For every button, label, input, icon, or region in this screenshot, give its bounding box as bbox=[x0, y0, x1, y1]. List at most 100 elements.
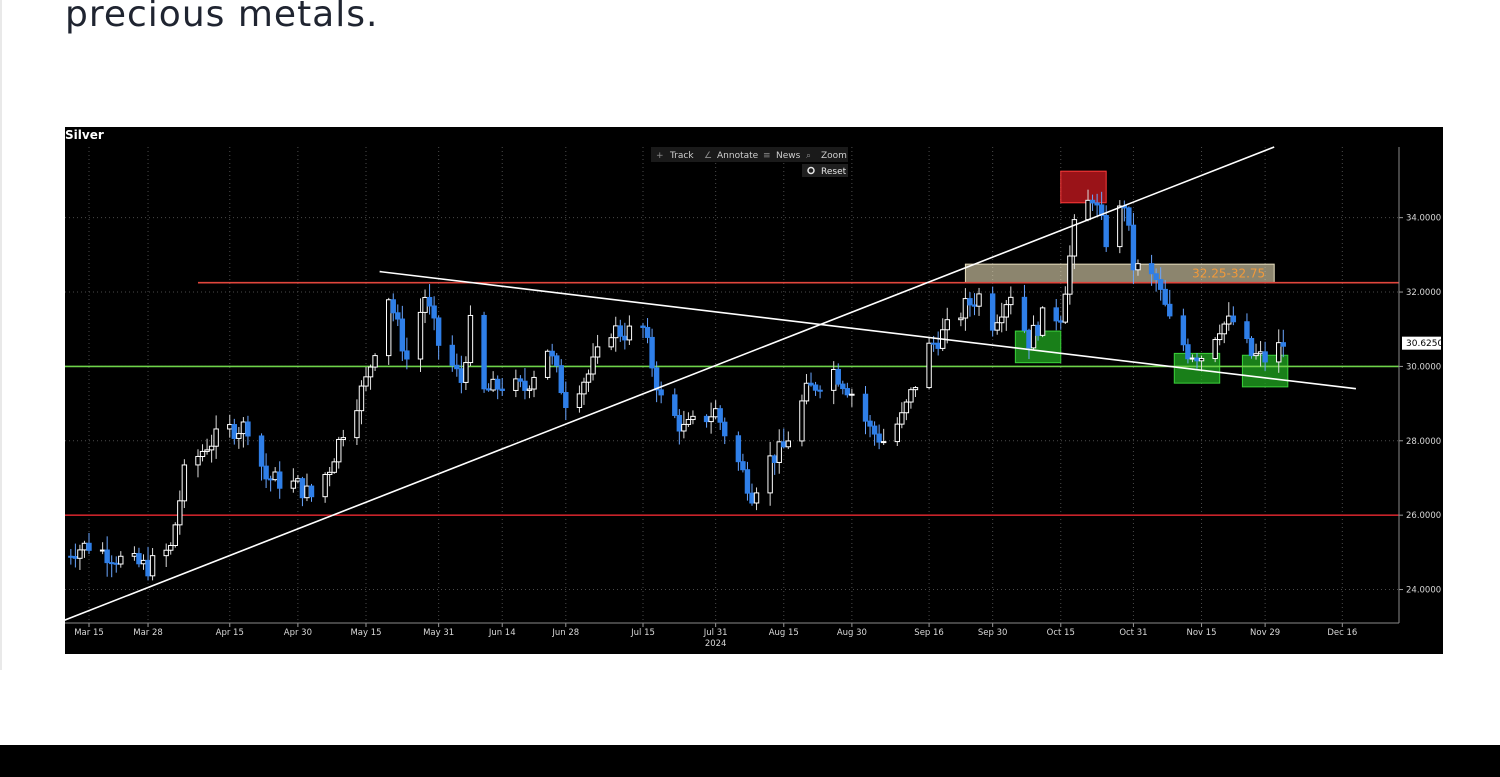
bull-candle bbox=[1117, 205, 1123, 248]
chart-title: Silver bbox=[65, 128, 104, 142]
x-axis-tick-label: Aug 30 bbox=[837, 628, 867, 638]
bull-candle bbox=[1253, 353, 1259, 357]
bear-candle bbox=[104, 549, 110, 564]
track-button[interactable]: + Track bbox=[656, 151, 694, 161]
x-axis-tick-label: Aug 15 bbox=[769, 628, 799, 638]
bear-candle bbox=[835, 368, 841, 385]
annotate-button[interactable]: ∠ Annotate bbox=[704, 151, 759, 161]
bull-candle bbox=[208, 445, 215, 451]
bull-candle bbox=[912, 387, 919, 391]
news-button[interactable]: ≡ News bbox=[763, 151, 801, 161]
y-axis-tick-label: 30.0000 bbox=[1406, 362, 1441, 372]
bull-candle bbox=[181, 464, 188, 502]
bear-candle bbox=[735, 435, 742, 463]
bear-candle bbox=[145, 559, 151, 577]
x-axis-tick-label: Nov 29 bbox=[1250, 628, 1280, 638]
x-axis-tick-label: Dec 16 bbox=[1327, 628, 1357, 638]
bear-candle bbox=[263, 465, 269, 480]
bear-candle bbox=[449, 344, 455, 366]
bear-candle bbox=[812, 384, 819, 391]
bull-candle bbox=[685, 419, 692, 425]
bull-candle bbox=[513, 378, 519, 391]
bull-candle bbox=[386, 299, 392, 357]
page-heading-text: precious metals. bbox=[65, 0, 379, 35]
bear-candle bbox=[1153, 273, 1159, 281]
reset-button-label: Reset bbox=[821, 167, 847, 177]
bull-candle bbox=[908, 389, 914, 403]
y-axis-tick-label: 26.0000 bbox=[1406, 511, 1441, 521]
zone-layer: 32.25-32.75 bbox=[964, 170, 1289, 388]
bear-candle bbox=[740, 461, 746, 471]
bear-candle bbox=[404, 350, 410, 360]
bull-candle bbox=[1085, 199, 1091, 221]
bear-candle bbox=[867, 420, 873, 427]
bull-candle bbox=[608, 337, 614, 348]
bear-candle bbox=[481, 314, 487, 390]
bull-candle bbox=[994, 322, 1000, 331]
bear-candle bbox=[1148, 263, 1155, 275]
x-axis-tick-label: Apr 15 bbox=[216, 628, 244, 638]
bull-candle bbox=[326, 471, 333, 475]
bull-candle bbox=[803, 382, 810, 402]
bull-candle bbox=[358, 385, 365, 412]
bear-candle bbox=[1280, 342, 1286, 347]
bull-candle bbox=[1257, 351, 1264, 355]
news-icon: ≡ bbox=[763, 151, 771, 161]
bear-candle bbox=[86, 542, 92, 551]
zoom-button[interactable]: ⌕ Zoom bbox=[806, 151, 847, 161]
bear-candle bbox=[549, 350, 555, 357]
bull-candle bbox=[1198, 358, 1205, 362]
bear-candle bbox=[563, 392, 569, 408]
bear-candle bbox=[485, 388, 492, 391]
bull-candle bbox=[585, 373, 592, 383]
bull-candle bbox=[526, 388, 533, 391]
bear-candle bbox=[299, 478, 306, 499]
annotate-icon: ∠ bbox=[704, 151, 712, 161]
y-axis-tick-label: 28.0000 bbox=[1406, 437, 1441, 447]
x-axis-tick-label: Mar 15 bbox=[74, 628, 104, 638]
bull-candle bbox=[894, 423, 900, 443]
bear-candle bbox=[277, 471, 283, 489]
bull-candle bbox=[199, 450, 206, 457]
bear-candle bbox=[1035, 324, 1041, 336]
bull-candle bbox=[776, 441, 782, 463]
bull-candle bbox=[690, 415, 696, 421]
bull-candle bbox=[1071, 219, 1078, 257]
bear-candle bbox=[458, 368, 465, 383]
reset-button[interactable]: Reset bbox=[802, 164, 848, 177]
bull-candle bbox=[322, 473, 328, 498]
bear-candle bbox=[1021, 296, 1028, 331]
bear-candle bbox=[113, 562, 119, 565]
bull-candle bbox=[195, 455, 201, 466]
bear-candle bbox=[390, 299, 396, 314]
bear-candle bbox=[1162, 288, 1168, 305]
bull-candle bbox=[227, 424, 233, 430]
bear-candle bbox=[672, 394, 678, 416]
bull-candle bbox=[417, 311, 424, 360]
bull-candle bbox=[1003, 304, 1009, 318]
bear-candle bbox=[989, 293, 996, 331]
bear-candle bbox=[426, 296, 433, 307]
bear-candle bbox=[454, 364, 460, 370]
bear-candle bbox=[435, 317, 442, 346]
bear-candle bbox=[1248, 337, 1255, 357]
bull-candle bbox=[626, 325, 633, 341]
bull-candle bbox=[962, 298, 969, 319]
bear-candle bbox=[808, 382, 814, 386]
silver-chart-panel: 32.25-32.75 34.0000 32.0000 30.0000 28.0000… bbox=[54, 127, 1443, 654]
y-axis-tick-label: 34.0000 bbox=[1406, 214, 1441, 224]
x-axis-tick-label: Oct 31 bbox=[1119, 628, 1147, 638]
bear-candle bbox=[1089, 199, 1096, 204]
bull-candle bbox=[590, 356, 596, 375]
bear-candle bbox=[1130, 224, 1137, 271]
bull-candle bbox=[168, 544, 174, 551]
bull-candle bbox=[140, 559, 147, 565]
bull-candle bbox=[81, 542, 88, 551]
bear-candle bbox=[395, 312, 401, 320]
red-zone bbox=[1060, 170, 1107, 204]
bull-candle bbox=[77, 549, 83, 559]
bull-candle bbox=[1189, 357, 1196, 360]
bull-candle bbox=[1135, 263, 1141, 271]
grid-layer bbox=[65, 147, 1399, 623]
bear-candle bbox=[703, 415, 710, 423]
